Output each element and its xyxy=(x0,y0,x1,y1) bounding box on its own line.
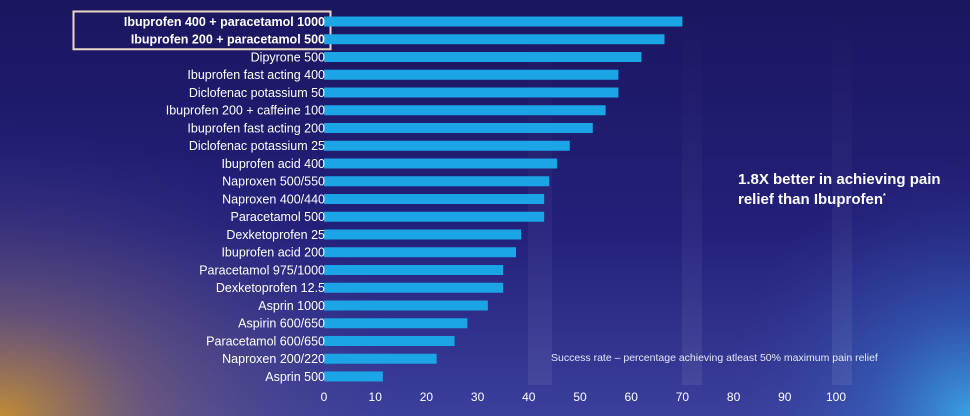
x-tick-label-6: 60 xyxy=(625,390,639,404)
x-tick-label-10: 100 xyxy=(826,390,846,404)
x-tick-label-3: 30 xyxy=(471,390,485,404)
bar-16 xyxy=(324,300,488,311)
category-label-19: Naproxen 200/220 xyxy=(222,352,325,366)
bar-4 xyxy=(324,87,619,98)
category-label-12: Dexketoprofen 25 xyxy=(226,228,325,242)
category-label-1: Ibuprofen 200 + paracetamol 500 xyxy=(131,33,325,47)
bar-14 xyxy=(324,265,504,275)
x-tick-label-5: 50 xyxy=(573,390,587,404)
bar-6 xyxy=(324,123,593,133)
x-tick-label-7: 70 xyxy=(676,390,690,404)
category-label-11: Paracetamol 500 xyxy=(230,210,325,224)
category-label-3: Ibuprofen fast acting 400 xyxy=(187,68,325,82)
x-tick-label-8: 80 xyxy=(727,390,741,404)
bar-19 xyxy=(324,353,437,364)
bar-5 xyxy=(324,105,606,116)
category-label-15: Dexketoprofen 12.5 xyxy=(216,281,325,295)
bar-3 xyxy=(324,69,619,80)
bar-0 xyxy=(324,16,683,27)
footnote: Success rate – percentage achieving atle… xyxy=(551,352,878,364)
bar-12 xyxy=(324,229,522,240)
bar-13 xyxy=(324,247,516,258)
category-label-14: Paracetamol 975/1000 xyxy=(199,263,325,277)
bar-2 xyxy=(324,52,642,62)
bar-10 xyxy=(324,194,545,204)
bar-7 xyxy=(324,140,570,151)
bar-11 xyxy=(324,211,545,222)
bar-8 xyxy=(324,158,557,169)
category-label-2: Dipyrone 500 xyxy=(251,50,325,64)
x-tick-label-0: 0 xyxy=(321,390,328,404)
category-label-13: Ibuprofen acid 200 xyxy=(221,246,325,260)
callout-footnote-mark: * xyxy=(883,193,886,200)
category-label-6: Ibuprofen fast acting 200 xyxy=(187,121,325,135)
callout-message: 1.8X better in achieving pain relief tha… xyxy=(738,171,941,208)
bar-1 xyxy=(324,34,665,45)
x-tick-label-1: 10 xyxy=(369,390,383,404)
bar-20 xyxy=(324,371,383,382)
highlight-box xyxy=(72,10,332,51)
category-label-4: Diclofenac potassium 50 xyxy=(189,86,325,100)
category-label-16: Asprin 1000 xyxy=(258,299,325,313)
category-label-8: Ibuprofen acid 400 xyxy=(221,157,325,171)
callout-text: 1.8X better in achieving pain relief tha… xyxy=(738,170,948,210)
category-label-18: Paracetamol 600/650 xyxy=(206,334,325,348)
bar-15 xyxy=(324,282,504,293)
x-tick-label-2: 20 xyxy=(420,390,434,404)
category-label-10: Naproxen 400/440 xyxy=(222,192,325,206)
category-label-20: Asprin 500 xyxy=(265,370,325,384)
bar-18 xyxy=(324,336,455,346)
category-label-5: Ibuprofen 200 + caffeine 100 xyxy=(166,104,325,118)
bar-9 xyxy=(324,176,550,187)
x-tick-label-9: 90 xyxy=(778,390,792,404)
x-tick-label-4: 40 xyxy=(522,390,536,404)
category-label-7: Diclofenac potassium 25 xyxy=(189,139,325,153)
category-label-17: Aspirin 600/650 xyxy=(238,317,325,331)
category-label-0: Ibuprofen 400 + paracetamol 1000 xyxy=(124,15,325,29)
category-label-9: Naproxen 500/550 xyxy=(222,175,325,189)
bar-17 xyxy=(324,318,468,329)
